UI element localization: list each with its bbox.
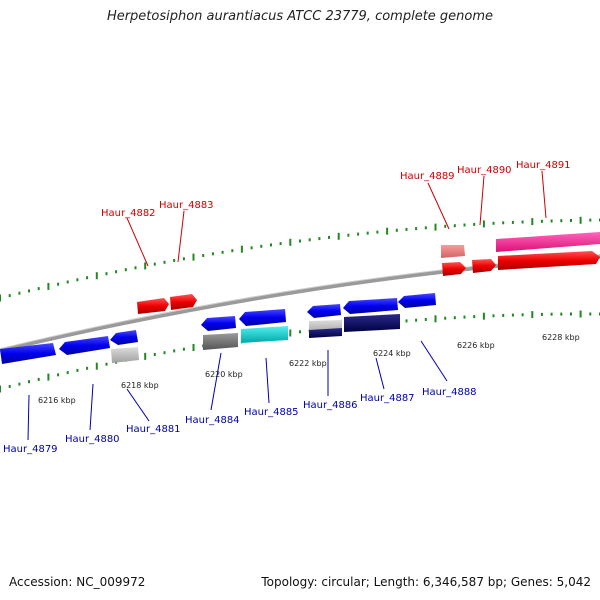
gene-arrow-haur-4884[interactable]	[201, 316, 236, 331]
forward-leader-lines	[126, 170, 547, 267]
gene-arrow-haur-4887[interactable]	[343, 298, 398, 314]
scale-label-6218: 6218 kbp	[121, 381, 159, 390]
upper-tick-row	[0, 216, 600, 302]
gene-label-haur-4888[interactable]: Haur_4888	[422, 387, 477, 398]
gene-label-haur-4887[interactable]: Haur_4887	[360, 393, 415, 404]
gene-label-haur-4880[interactable]: Haur_4880	[65, 434, 120, 445]
accession-label: Accession: NC_009972	[9, 575, 146, 589]
gene-arrow-haur-4886[interactable]	[307, 304, 341, 318]
gene-arrow-haur-4888[interactable]	[398, 293, 436, 308]
gene-feature-haur-4889-rna[interactable]	[441, 245, 465, 258]
scale-label-6226: 6226 kbp	[457, 341, 495, 350]
gene-label-haur-4883[interactable]: Haur_4883	[159, 200, 214, 211]
scale-label-6224: 6224 kbp	[373, 349, 411, 358]
page-title: Herpetosiphon aurantiacus ATCC 23779, co…	[106, 9, 494, 24]
scale-label-6220: 6220 kbp	[205, 370, 243, 379]
scale-label-6216: 6216 kbp	[38, 396, 76, 405]
gene-arrow-haur-4889[interactable]	[442, 262, 466, 276]
gene-label-haur-4884[interactable]: Haur_4884	[185, 415, 240, 426]
gene-arrow-haur-4890[interactable]	[472, 259, 496, 273]
gene-label-haur-4882[interactable]: Haur_4882	[101, 208, 156, 219]
gene-arrow-haur-4883[interactable]	[170, 294, 197, 310]
forward-strand-genes	[137, 232, 600, 314]
gene-label-haur-4891[interactable]: Haur_4891	[516, 160, 571, 171]
gene-label-haur-4890[interactable]: Haur_4890	[457, 165, 512, 176]
gene-arrow-haur-4891[interactable]	[498, 251, 600, 270]
lower-tick-row	[0, 310, 600, 393]
gene-label-haur-4879[interactable]: Haur_4879	[3, 444, 58, 455]
scale-label-6228: 6228 kbp	[542, 333, 580, 342]
gene-feature-haur-4881-domain[interactable]	[111, 347, 139, 363]
gene-feature-haur-4891-domain[interactable]	[496, 232, 600, 252]
gene-label-haur-4889[interactable]: Haur_4889	[400, 171, 455, 182]
gene-feature-haur-4886-core[interactable]	[309, 328, 342, 338]
genome-backbone	[0, 254, 600, 353]
gene-label-haur-4886[interactable]: Haur_4886	[303, 400, 358, 411]
gene-feature-haur-4885-domain[interactable]	[241, 326, 288, 343]
gene-arrow-haur-4880[interactable]	[59, 336, 110, 355]
gene-label-haur-4885[interactable]: Haur_4885	[244, 407, 299, 418]
gene-arrow-haur-4885[interactable]	[239, 309, 286, 326]
topology-label: Topology: circular; Length: 6,346,587 bp…	[261, 575, 591, 589]
gene-arrow-haur-4881[interactable]	[110, 330, 138, 345]
scale-label-6222: 6222 kbp	[289, 359, 327, 368]
gene-arrow-haur-4879[interactable]	[0, 343, 56, 364]
reverse-leader-lines	[27, 340, 448, 441]
gene-feature-haur-4887-domain[interactable]	[344, 314, 400, 332]
gene-feature-haur-4884-domain[interactable]	[203, 333, 238, 350]
gene-label-haur-4881[interactable]: Haur_4881	[126, 424, 181, 435]
reverse-strand-genes	[0, 293, 436, 364]
gene-arrow-haur-4882[interactable]	[137, 298, 169, 314]
